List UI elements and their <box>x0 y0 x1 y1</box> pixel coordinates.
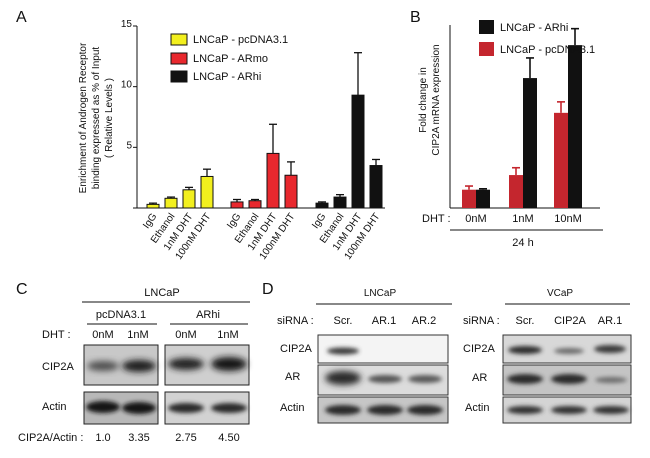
panel-a-ytick-label-15: 15 <box>121 19 133 30</box>
blot-c-pcdna-actin <box>83 391 159 425</box>
panel-c-lane-3: 0nM <box>175 329 196 341</box>
panel-b-legend-label-lncap-pcdna3-1: LNCaP - pcDNA3.1 <box>500 44 595 56</box>
panel-a-legend-label-lncap-arhi: LNCaP - ARhi <box>193 71 261 83</box>
panel-b-dht-label: DHT : <box>422 213 451 225</box>
panel-d-left-lane-1: Scr. <box>334 315 353 327</box>
panel-c-group-pcdna: pcDNA3.1 <box>96 309 146 321</box>
panel-c-ratio-4: 4.50 <box>218 432 239 444</box>
panel-b-bar-lncap-arhi-0nm <box>476 189 490 208</box>
panel-d-right-cell-line: VCaP <box>547 288 573 299</box>
panel-d-right-sirna-label: siRNA : <box>463 315 500 327</box>
panel-b-xtick-label-0nm: 0nM <box>465 213 486 225</box>
panel-b-legend: LNCaP - ARhi LNCaP - pcDNA3.1 <box>479 20 595 56</box>
panel-c-row-cip2a: CIP2A <box>42 361 74 373</box>
blot-d-lncap-ar <box>317 364 449 396</box>
panel-d-right-lane-2: CIP2A <box>554 315 586 327</box>
panel-a-ytick-label-5: 5 <box>126 140 132 151</box>
blot-d-vcap-ar <box>502 364 632 396</box>
panel-b-timepoint: 24 h <box>512 237 533 249</box>
panel-d-right-row-cip2a: CIP2A <box>463 343 495 355</box>
panel-d-left-row-cip2a: CIP2A <box>280 343 312 355</box>
panel-a-bar-lncap-arhi-1nm-dht <box>351 94 365 209</box>
blot-c-arhi-cip2a <box>164 344 250 386</box>
panel-d-left-row-actin: Actin <box>280 402 304 414</box>
blot-d-vcap-actin <box>502 396 632 424</box>
panel-a-ylabel-line3: ( Relative Levels ) <box>104 78 115 158</box>
blot-d-lncap-actin <box>317 396 449 424</box>
panel-a-bar-lncap-arhi-ethanol <box>333 196 347 209</box>
panel-c-dht-label: DHT : <box>42 329 71 341</box>
panel-a-bar-lncap-armo-igg <box>230 201 244 209</box>
panel-b-ylabel-line1: Fold change in <box>418 67 429 133</box>
panel-b-xtick-label-10nm: 10nM <box>554 213 582 225</box>
panel-a-legend: LNCaP - pcDNA3.1 LNCaP - ARmo LNCaP - ARhi <box>170 33 288 83</box>
panel-b-letter: B <box>410 9 421 26</box>
panel-a-bar-lncap-armo-1nm-dht <box>266 152 280 209</box>
panel-b-legend-label-lncap-arhi: LNCaP - ARhi <box>500 22 568 34</box>
panel-a-bar-lncap-armo-ethanol <box>248 200 262 209</box>
panel-a-bar-lncap-armo-100nm-dht <box>284 174 298 209</box>
panel-a-legend-swatch-lncap-pcdna3-1 <box>170 33 188 46</box>
panel-c-ratio-3: 2.75 <box>175 432 196 444</box>
blot-c-arhi-actin <box>164 391 250 425</box>
panel-a-letter: A <box>16 9 27 26</box>
blot-d-vcap-cip2a <box>502 334 632 364</box>
panel-b-bar-lncap-arhi-1nm <box>523 78 537 208</box>
panel-d-left-cell-line: LNCaP <box>364 288 397 299</box>
panel-b-bar-lncap-pcdna3-1-10nm <box>554 112 568 208</box>
panel-b-legend-swatch-lncap-arhi <box>479 20 494 34</box>
panel-a-ytick-label-10: 10 <box>121 80 133 91</box>
panel-c-group-arhi: ARhi <box>196 309 220 321</box>
panel-d-right-row-ar: AR <box>472 372 487 384</box>
panel-b-bar-lncap-pcdna3-1-1nm <box>509 175 523 208</box>
panel-b-bar-chart: 0nM 1nM 10nM <box>449 25 600 225</box>
panel-c-lane-2: 1nM <box>127 329 148 341</box>
panel-a-ylabel-line2: binding expressed as % of Input <box>91 47 102 190</box>
panel-d-left-sirna-label: siRNA : <box>277 315 314 327</box>
panel-a-legend-swatch-lncap-armo <box>170 52 188 65</box>
panel-d-left-lane-3: AR.2 <box>412 315 436 327</box>
panel-d-right-lane-1: Scr. <box>516 315 535 327</box>
panel-a-bar-lncap-pcdna3-1-1nm-dht <box>182 189 196 209</box>
panel-d-left-lane-2: AR.1 <box>372 315 396 327</box>
panel-a-bar-lncap-pcdna3-1-100nm-dht <box>200 175 214 209</box>
panel-a-ylabel-line1: Enrichment of Androgen Receptor <box>78 42 89 193</box>
panel-c-cell-line: LNCaP <box>144 287 179 299</box>
panel-d-right-row-actin: Actin <box>465 402 489 414</box>
panel-c-ratio-label: CIP2A/Actin : <box>18 432 83 444</box>
panel-a-legend-label-lncap-pcdna3-1: LNCaP - pcDNA3.1 <box>193 34 288 46</box>
panel-b-ylabel-line2: CIP2A mRNA expression <box>431 44 442 155</box>
panel-c-lane-4: 1nM <box>217 329 238 341</box>
panel-c-ratio-2: 3.35 <box>128 432 149 444</box>
panel-b-ylabel: Fold change in CIP2A mRNA expression <box>418 44 442 155</box>
panel-c-letter: C <box>16 281 28 298</box>
panel-b-bar-lncap-arhi-10nm <box>568 45 582 208</box>
panel-a-legend-swatch-lncap-arhi <box>170 70 188 83</box>
panel-c-lane-1: 0nM <box>92 329 113 341</box>
blot-c-pcdna-cip2a <box>83 344 159 386</box>
panel-b-xtick-label-1nm: 1nM <box>512 213 533 225</box>
panel-a-bar-lncap-arhi-100nm-dht <box>369 165 383 209</box>
panel-c-row-actin: Actin <box>42 401 66 413</box>
panel-d-letter: D <box>262 281 274 298</box>
panel-b-legend-swatch-lncap-pcdna3-1 <box>479 42 494 56</box>
panel-a-ylabel: Enrichment of Androgen Receptor binding … <box>78 42 115 193</box>
panel-b-bar-lncap-pcdna3-1-0nm <box>462 189 476 208</box>
panel-d-left-row-ar: AR <box>285 371 300 383</box>
blot-d-lncap-cip2a <box>317 334 449 364</box>
panel-a-bar-lncap-pcdna3-1-igg <box>146 203 160 209</box>
panel-a-legend-label-lncap-armo: LNCaP - ARmo <box>193 53 268 65</box>
panel-a-bar-lncap-pcdna3-1-ethanol <box>164 197 178 209</box>
panel-c-ratio-1: 1.0 <box>95 432 110 444</box>
panel-d-right-lane-3: AR.1 <box>598 315 622 327</box>
panel-a-bar-lncap-arhi-igg <box>315 202 329 209</box>
